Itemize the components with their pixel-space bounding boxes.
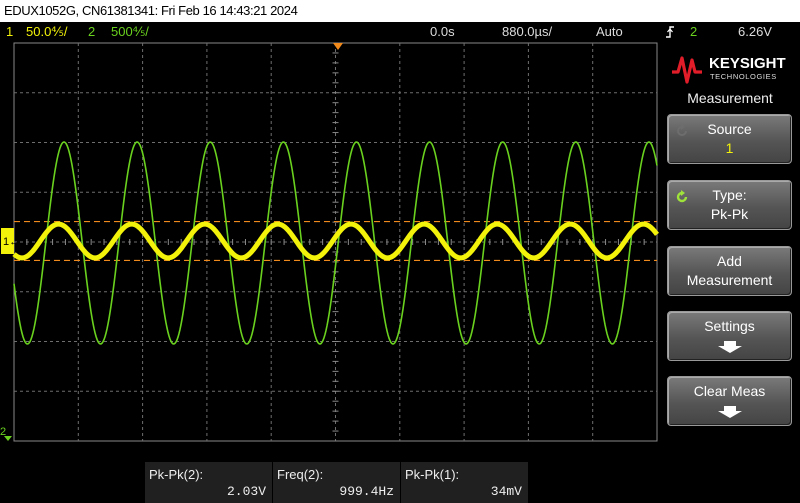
settings-softkey[interactable]: Settings [667,311,792,361]
ch1-number[interactable]: 1 [6,24,14,39]
ch2-ground-marker: 2 [0,426,6,438]
menu-title: Measurement [687,90,773,106]
submenu-arrow-icon [718,341,742,353]
type-label: Type: [712,187,747,203]
ch2-waveform [13,141,658,345]
scope-display: 1↔ 2 [0,42,660,462]
trigger-position-marker [333,43,343,50]
source-label: Source [707,121,752,137]
settings-label: Settings [704,318,755,334]
submenu-arrow-icon [718,406,742,418]
ch1-waveform [12,221,659,261]
rotate-knob-icon [676,190,688,203]
keysight-logo: KEYSIGHT TECHNOLOGIES [672,55,786,84]
ch1-ground-marker-box [1,228,14,254]
brand-subtitle: TECHNOLOGIES [710,72,777,81]
measurement-label: Pk-Pk(1): [405,467,460,482]
measurement-value: 2.03V [226,484,266,499]
keysight-wave-icon [672,56,702,84]
rotate-knob-icon [677,124,687,136]
brand-name: KEYSIGHT [709,55,786,72]
trigger-slope-icon [664,22,676,48]
type-softkey[interactable]: Type: Pk-Pk [667,180,792,230]
add-measurement-label-2: Measurement [686,272,773,288]
softkey-panel: KEYSIGHT TECHNOLOGIES Measurement Source… [660,42,800,503]
trigger-source[interactable]: 2 [690,24,698,39]
measurement-bar: Pk-Pk(2): 2.03V Freq(2): 999.4Hz Pk-Pk(1… [0,462,800,503]
status-bar: 1 50.0⅘/ 2 500⅘/ 0.0s 880.0µs/ Auto 2 6.… [0,22,800,42]
ch1-ground-marker: 1↔ [3,236,20,248]
source-value: 1 [725,140,734,156]
instrument-title: EDUX1052G, CN61381341: Fri Feb 16 14:43:… [4,3,298,18]
timebase-scale[interactable]: 880.0µs/ [502,24,553,39]
measurement-pkpk-ch1[interactable]: Pk-Pk(1): 34mV [401,462,528,503]
ch2-scale[interactable]: 500⅘/ [111,24,149,39]
clear-meas-softkey[interactable]: Clear Meas [667,376,792,426]
type-value: Pk-Pk [710,206,749,222]
ch2-number[interactable]: 2 [88,24,96,39]
source-softkey[interactable]: Source 1 [667,114,792,164]
horizontal-delay[interactable]: 0.0s [430,24,455,39]
add-measurement-softkey[interactable]: Add Measurement [667,246,792,296]
trigger-level[interactable]: 6.26V [738,24,772,39]
clear-meas-label: Clear Meas [693,383,766,399]
measurement-pkpk-ch2[interactable]: Pk-Pk(2): 2.03V [145,462,272,503]
ch1-scale[interactable]: 50.0⅘/ [26,24,68,39]
measurement-value: 999.4Hz [339,484,394,499]
add-measurement-label: Add [717,253,742,269]
measurement-freq-ch2[interactable]: Freq(2): 999.4Hz [273,462,400,503]
title-bar: EDUX1052G, CN61381341: Fri Feb 16 14:43:… [0,0,800,22]
measurement-value: 34mV [490,484,522,499]
ch2-ground-arrow [4,436,12,441]
measurement-label: Freq(2): [277,467,324,482]
trigger-mode[interactable]: Auto [596,24,623,39]
measurement-label: Pk-Pk(2): [149,467,204,482]
